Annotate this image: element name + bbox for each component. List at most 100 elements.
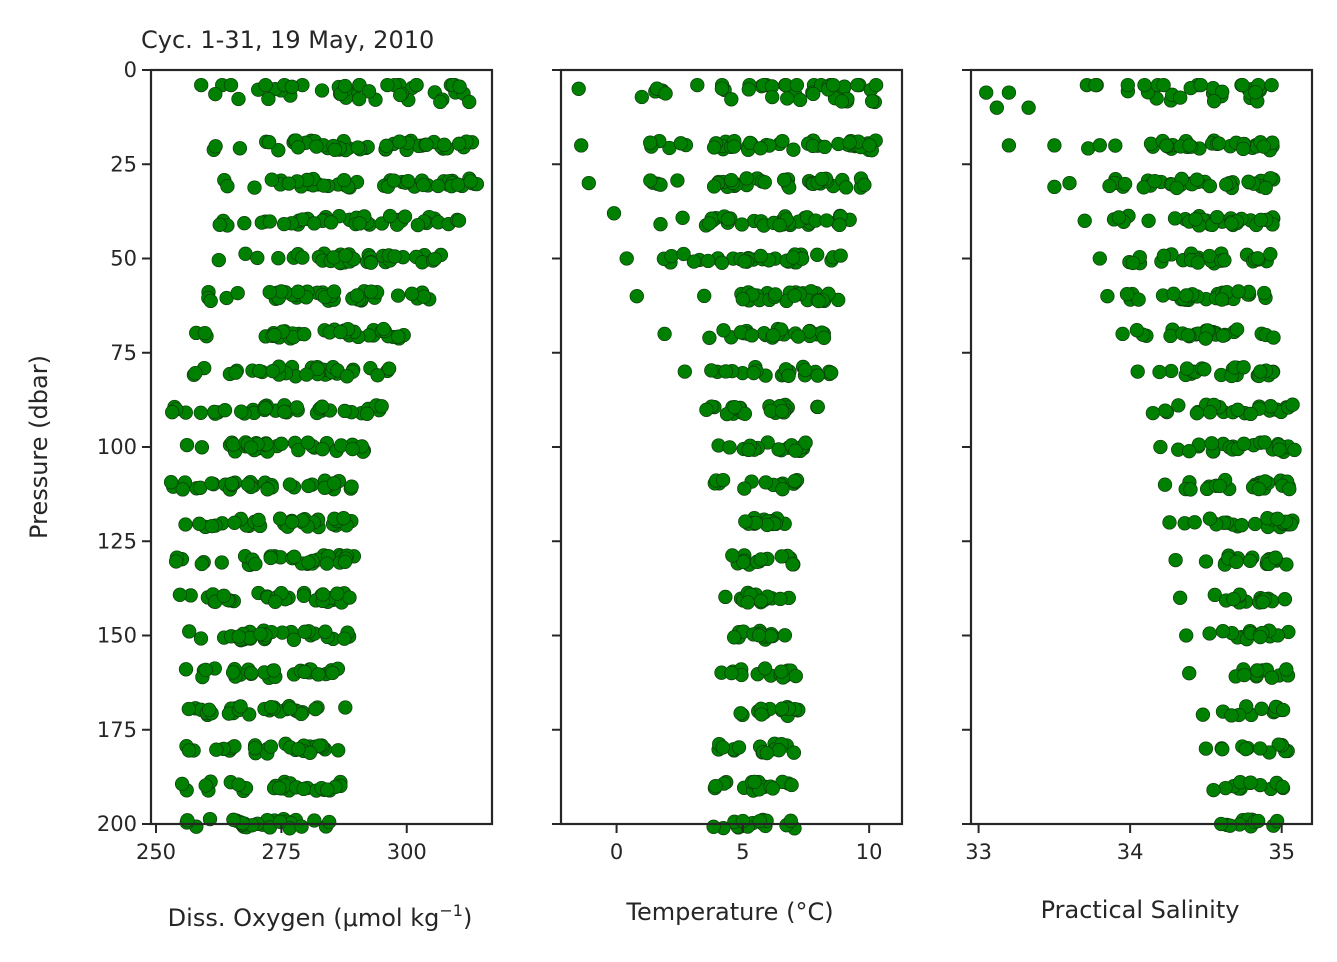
data-point	[798, 435, 813, 450]
data-point	[181, 701, 196, 717]
data-point	[752, 813, 767, 829]
data-point	[382, 208, 398, 224]
data-point	[1198, 331, 1213, 346]
data-point	[320, 782, 335, 797]
data-point	[291, 742, 306, 757]
data-point	[1282, 481, 1297, 497]
data-point	[1158, 403, 1173, 418]
data-point	[1275, 702, 1291, 718]
data-point	[738, 514, 753, 529]
data-point	[1168, 552, 1183, 568]
data-point	[1264, 77, 1279, 93]
data-point	[463, 174, 478, 189]
data-point	[784, 777, 799, 793]
data-point	[697, 288, 712, 304]
data-point	[1243, 406, 1258, 422]
data-point	[1241, 174, 1256, 189]
data-point	[451, 213, 467, 228]
data-point	[261, 91, 276, 107]
data-point	[1254, 701, 1269, 716]
data-point	[766, 328, 781, 343]
data-point	[223, 77, 239, 93]
salinity-x-label: Practical Salinity	[1041, 896, 1240, 924]
data-point	[252, 363, 267, 379]
data-point	[172, 587, 188, 602]
data-point	[178, 517, 193, 532]
data-point	[391, 329, 406, 344]
data-point	[1258, 180, 1273, 196]
data-point	[175, 482, 190, 497]
data-point	[1180, 328, 1196, 343]
data-point	[1125, 255, 1141, 271]
data-point	[311, 667, 326, 682]
data-point	[351, 91, 367, 107]
data-point	[231, 629, 246, 644]
data-point	[864, 94, 880, 109]
data-point	[702, 216, 717, 231]
data-point	[1172, 590, 1188, 605]
data-point	[247, 180, 262, 195]
data-point	[781, 368, 796, 383]
y-tick-label: 150	[97, 624, 137, 648]
data-point	[174, 776, 190, 792]
data-point	[675, 210, 690, 225]
data-point	[1163, 328, 1178, 344]
data-point	[1242, 553, 1258, 568]
data-point	[1108, 138, 1123, 153]
data-point	[202, 811, 218, 827]
data-point	[753, 593, 769, 609]
data-point	[370, 368, 385, 383]
data-point	[1129, 323, 1145, 338]
data-point	[1156, 248, 1172, 263]
data-point	[814, 171, 829, 187]
data-point	[1248, 85, 1263, 100]
data-point	[1197, 362, 1212, 377]
data-point	[819, 213, 834, 228]
data-point	[1268, 550, 1283, 565]
data-point	[834, 94, 850, 109]
data-point	[337, 78, 353, 94]
data-point	[751, 628, 767, 643]
data-point	[227, 515, 242, 530]
x-tick-label: 5	[736, 840, 749, 864]
data-point	[776, 172, 792, 188]
data-point	[787, 288, 802, 303]
data-point	[350, 140, 366, 155]
data-point	[758, 475, 773, 490]
data-point	[1102, 178, 1117, 194]
data-point	[277, 404, 292, 419]
data-point	[816, 330, 832, 345]
data-point	[1238, 741, 1253, 757]
data-point	[319, 556, 335, 571]
data-point	[282, 477, 298, 492]
data-point	[419, 137, 434, 152]
data-point	[268, 594, 283, 609]
data-point	[772, 218, 787, 233]
data-point	[1215, 742, 1230, 757]
data-point	[1263, 247, 1278, 262]
data-point	[208, 86, 223, 102]
data-point	[1253, 364, 1268, 379]
data-point	[359, 406, 375, 421]
data-point	[1229, 322, 1245, 337]
data-point	[1231, 284, 1246, 299]
data-point	[1253, 212, 1269, 228]
data-point	[337, 631, 352, 646]
data-point	[1209, 209, 1225, 225]
data-point	[741, 442, 756, 458]
data-point	[1166, 286, 1181, 301]
data-point	[1167, 211, 1183, 226]
data-point	[1183, 482, 1198, 497]
data-point	[299, 367, 314, 382]
data-point	[1202, 405, 1218, 420]
data-point	[702, 330, 717, 345]
data-point	[1272, 442, 1287, 457]
data-point	[430, 178, 446, 194]
data-point	[285, 514, 300, 530]
data-point	[416, 289, 432, 304]
data-point	[574, 138, 589, 153]
data-point	[339, 369, 355, 384]
data-point	[571, 81, 586, 96]
data-point	[433, 94, 448, 110]
data-point	[1270, 511, 1285, 526]
